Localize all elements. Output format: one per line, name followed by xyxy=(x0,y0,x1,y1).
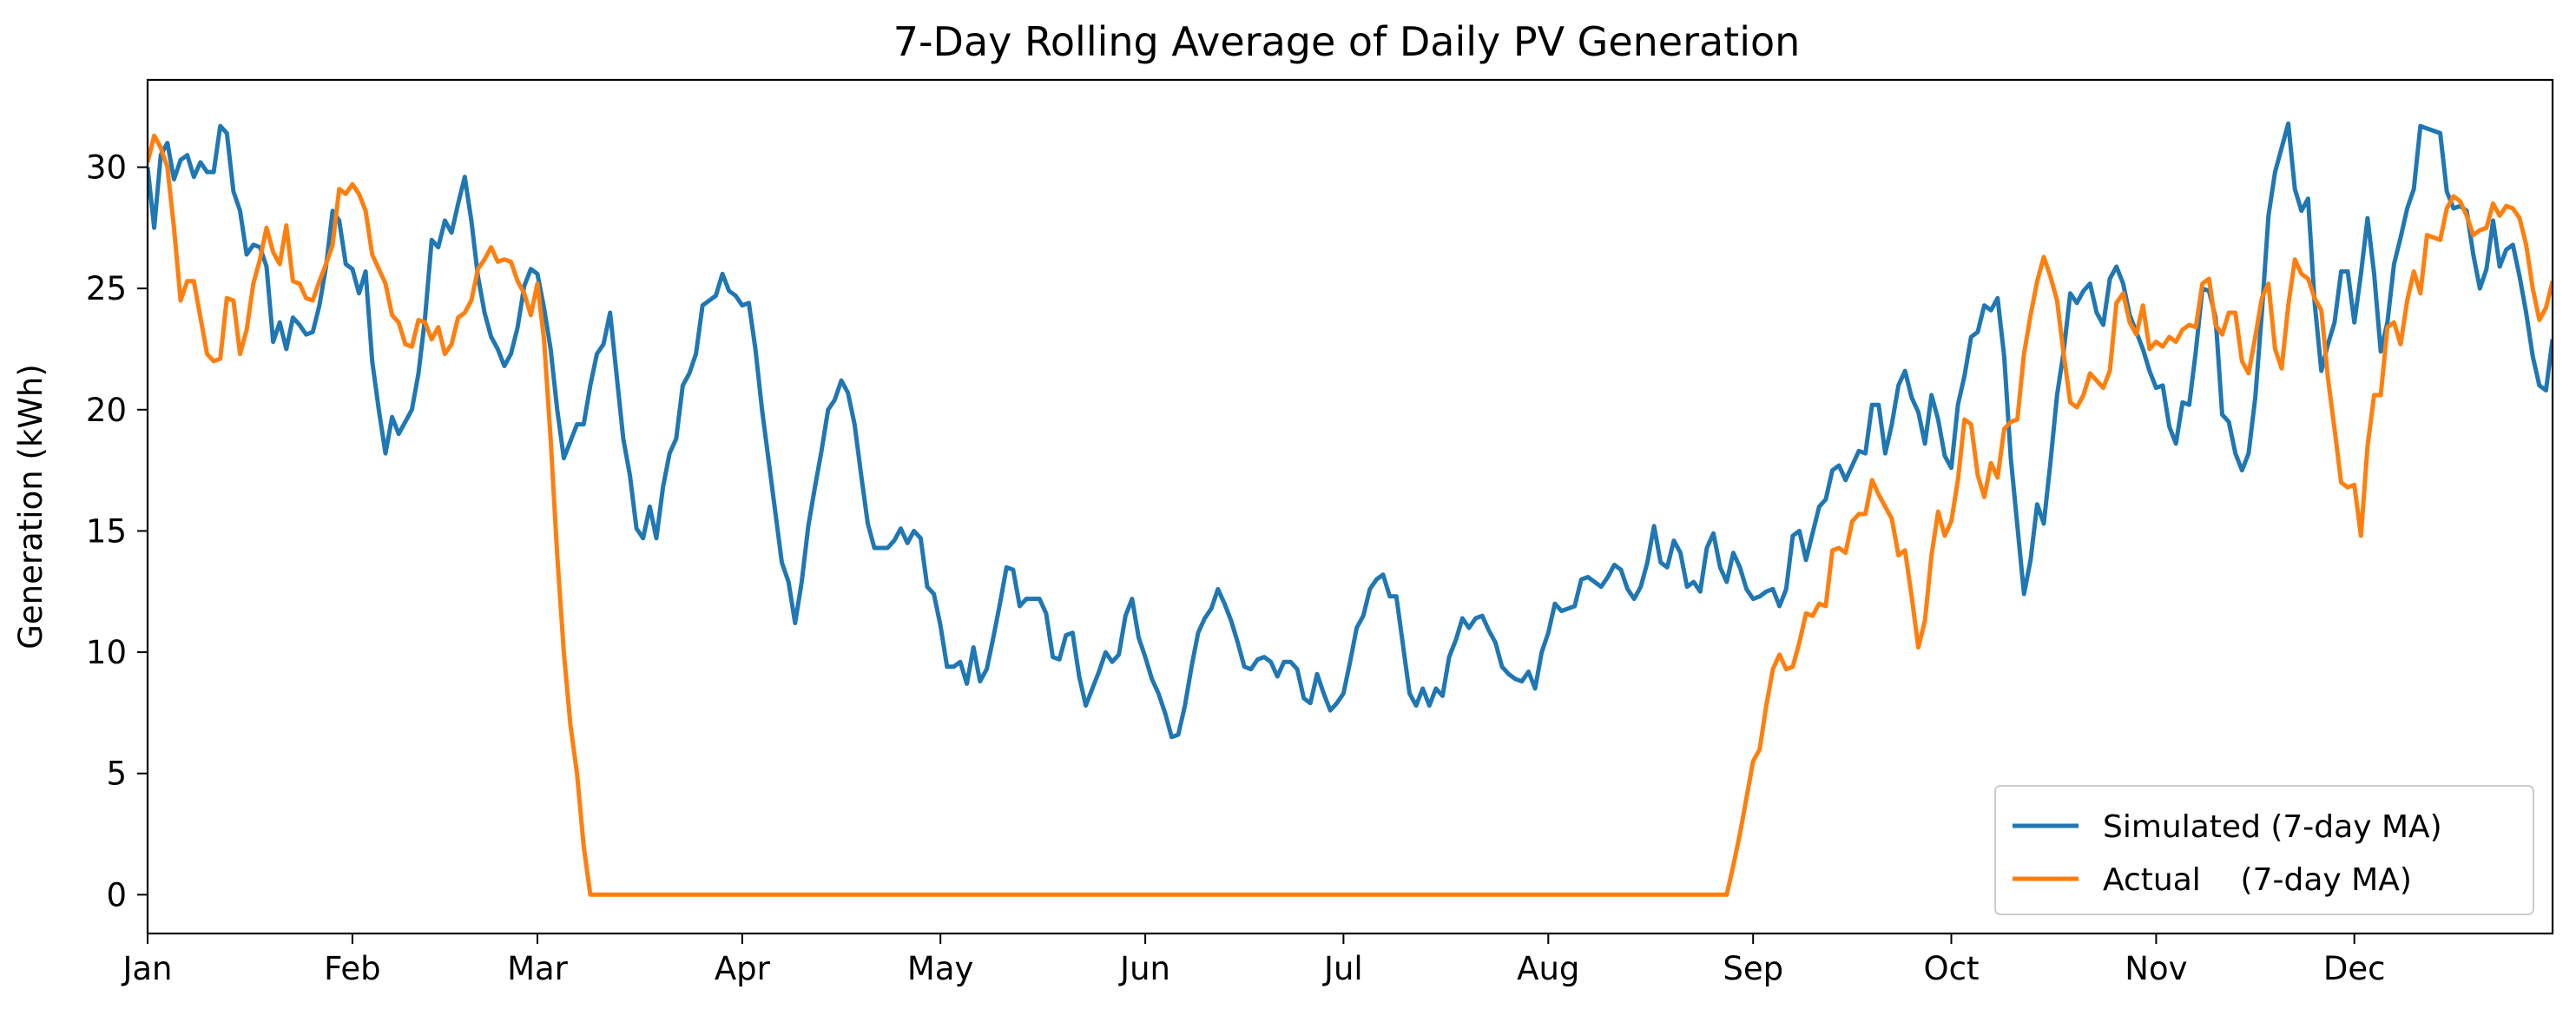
series-line-actual xyxy=(148,133,2553,897)
x-tick-label: Oct xyxy=(1924,950,1980,987)
legend-box xyxy=(1994,785,2534,915)
x-tick-label: Apr xyxy=(715,950,771,987)
x-tick-label: May xyxy=(907,950,974,987)
y-tick-label: 30 xyxy=(86,149,127,187)
y-axis-label: Generation (kWh) xyxy=(12,364,49,650)
series-line-simulated xyxy=(148,121,2553,740)
legend-label-actual: Actual (7-day MA) xyxy=(2103,862,2412,898)
chart-title: 7-Day Rolling Average of Daily PV Genera… xyxy=(893,18,1801,65)
x-tick-label: Feb xyxy=(324,950,381,987)
x-tick-label: Sep xyxy=(1723,950,1783,987)
x-tick-label: Aug xyxy=(1517,950,1579,987)
y-tick-label: 5 xyxy=(106,755,127,793)
x-tick-label: Jan xyxy=(121,950,172,987)
y-tick-label: 20 xyxy=(86,392,127,429)
y-tick-label: 15 xyxy=(86,512,127,550)
y-tick-label: 25 xyxy=(86,270,127,307)
x-tick-label: Dec xyxy=(2323,950,2386,987)
axes: 0 5 10 15 20 25 30 Jan Feb Mar Apr May Jun Jul Aug Sep O… xyxy=(86,78,2554,987)
plot-area xyxy=(148,121,2553,897)
y-tick-label: 0 xyxy=(106,876,127,914)
legend-label-simulated: Simulated (7-day MA) xyxy=(2103,809,2442,845)
y-tick-label: 10 xyxy=(86,634,127,671)
x-tick-label: Nov xyxy=(2125,950,2187,987)
x-tick-label: Jul xyxy=(1322,950,1363,987)
x-tick-label: Jun xyxy=(1118,950,1170,987)
legend: Simulated (7-day MA) Actual (7-day MA) xyxy=(1994,785,2534,915)
x-tick-label: Mar xyxy=(507,950,569,987)
plot-frame xyxy=(146,78,2554,935)
